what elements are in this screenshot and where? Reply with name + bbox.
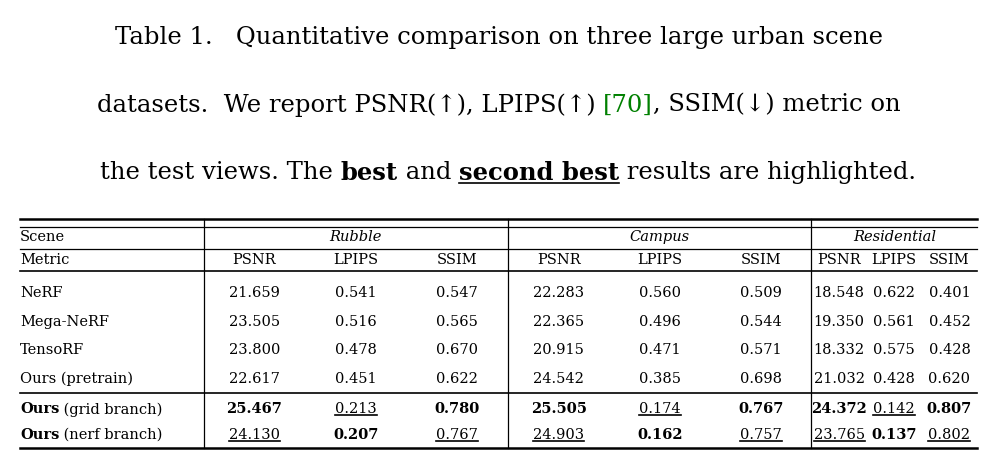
Text: 0.509: 0.509 <box>740 286 782 300</box>
Text: 23.505: 23.505 <box>229 314 280 328</box>
Text: 0.698: 0.698 <box>740 372 782 386</box>
Text: 21.659: 21.659 <box>229 286 280 300</box>
Text: Residential: Residential <box>852 231 936 245</box>
Text: PSNR: PSNR <box>818 253 860 267</box>
Text: 0.428: 0.428 <box>928 343 970 357</box>
Text: 0.565: 0.565 <box>437 314 479 328</box>
Text: 20.915: 20.915 <box>533 343 584 357</box>
Text: 0.207: 0.207 <box>333 428 379 442</box>
Text: 0.428: 0.428 <box>873 372 915 386</box>
Text: 24.372: 24.372 <box>812 402 867 416</box>
Text: 0.478: 0.478 <box>335 343 377 357</box>
Text: Campus: Campus <box>630 231 690 245</box>
Text: Ours: Ours <box>20 402 59 416</box>
Text: SSIM: SSIM <box>741 253 782 267</box>
Text: 24.542: 24.542 <box>533 372 584 386</box>
Text: Metric: Metric <box>20 253 70 267</box>
Text: NeRF: NeRF <box>20 286 63 300</box>
Text: 0.496: 0.496 <box>639 314 681 328</box>
Text: 0.757: 0.757 <box>740 428 782 442</box>
Text: 25.505: 25.505 <box>530 402 586 416</box>
Text: 22.365: 22.365 <box>533 314 584 328</box>
Text: Scene: Scene <box>20 231 65 245</box>
Text: 0.620: 0.620 <box>928 372 970 386</box>
Text: 24.903: 24.903 <box>533 428 584 442</box>
Text: SSIM: SSIM <box>929 253 970 267</box>
Text: 0.670: 0.670 <box>437 343 479 357</box>
Text: PSNR: PSNR <box>232 253 276 267</box>
Text: 0.622: 0.622 <box>873 286 915 300</box>
Text: 24.130: 24.130 <box>229 428 280 442</box>
Text: LPIPS: LPIPS <box>871 253 917 267</box>
Text: Table 1.   Quantitative comparison on three large urban scene: Table 1. Quantitative comparison on thre… <box>115 26 882 49</box>
Text: 0.807: 0.807 <box>927 402 972 416</box>
Text: 0.544: 0.544 <box>740 314 782 328</box>
Text: TensoRF: TensoRF <box>20 343 84 357</box>
Text: Ours (pretrain): Ours (pretrain) <box>20 372 133 386</box>
Text: 22.283: 22.283 <box>533 286 584 300</box>
Text: the test views. The: the test views. The <box>100 161 340 184</box>
Text: 0.142: 0.142 <box>873 402 915 416</box>
Text: 0.767: 0.767 <box>738 402 784 416</box>
Text: 0.547: 0.547 <box>437 286 479 300</box>
Text: 0.452: 0.452 <box>928 314 970 328</box>
Text: LPIPS: LPIPS <box>637 253 682 267</box>
Text: 0.213: 0.213 <box>335 402 377 416</box>
Text: 0.802: 0.802 <box>928 428 970 442</box>
Text: , SSIM(↓) metric on: , SSIM(↓) metric on <box>653 93 900 116</box>
Text: 0.561: 0.561 <box>873 314 915 328</box>
Text: [70]: [70] <box>603 93 653 116</box>
Text: 0.541: 0.541 <box>335 286 377 300</box>
Text: datasets.  We report PSNR(↑), LPIPS(↑): datasets. We report PSNR(↑), LPIPS(↑) <box>97 93 603 117</box>
Text: 0.471: 0.471 <box>639 343 681 357</box>
Text: (grid branch): (grid branch) <box>59 402 163 417</box>
Text: 23.765: 23.765 <box>814 428 864 442</box>
Text: best: best <box>340 161 398 185</box>
Text: 18.548: 18.548 <box>814 286 864 300</box>
Text: (nerf branch): (nerf branch) <box>59 428 163 442</box>
Text: 0.451: 0.451 <box>335 372 377 386</box>
Text: and: and <box>398 161 459 184</box>
Text: datasets.  We report PSNR(↑), LPIPS(↑) [70], SSIM(↓) metric on: datasets. We report PSNR(↑), LPIPS(↑) [7… <box>0 452 1 453</box>
Text: PSNR: PSNR <box>536 253 580 267</box>
Text: 0.401: 0.401 <box>928 286 970 300</box>
Text: the test views. The best and second best results are highlighted.: the test views. The best and second best… <box>0 452 1 453</box>
Text: 21.032: 21.032 <box>814 372 864 386</box>
Text: Mega-NeRF: Mega-NeRF <box>20 314 109 328</box>
Text: 0.516: 0.516 <box>335 314 377 328</box>
Text: 0.575: 0.575 <box>873 343 915 357</box>
Text: 18.332: 18.332 <box>814 343 864 357</box>
Text: Ours: Ours <box>20 428 59 442</box>
Text: 0.622: 0.622 <box>437 372 479 386</box>
Text: 0.571: 0.571 <box>740 343 782 357</box>
Text: 0.137: 0.137 <box>871 428 917 442</box>
Text: second best: second best <box>459 161 619 185</box>
Text: 19.350: 19.350 <box>814 314 864 328</box>
Text: 0.385: 0.385 <box>639 372 681 386</box>
Text: 0.780: 0.780 <box>435 402 480 416</box>
Text: 0.162: 0.162 <box>637 428 683 442</box>
Text: 23.800: 23.800 <box>228 343 280 357</box>
Text: SSIM: SSIM <box>437 253 478 267</box>
Text: results are highlighted.: results are highlighted. <box>619 161 916 184</box>
Text: Rubble: Rubble <box>330 231 382 245</box>
Text: 0.767: 0.767 <box>437 428 479 442</box>
Text: 22.617: 22.617 <box>229 372 280 386</box>
Text: LPIPS: LPIPS <box>333 253 379 267</box>
Text: 25.467: 25.467 <box>226 402 282 416</box>
Text: 0.174: 0.174 <box>639 402 681 416</box>
Text: 0.560: 0.560 <box>639 286 681 300</box>
